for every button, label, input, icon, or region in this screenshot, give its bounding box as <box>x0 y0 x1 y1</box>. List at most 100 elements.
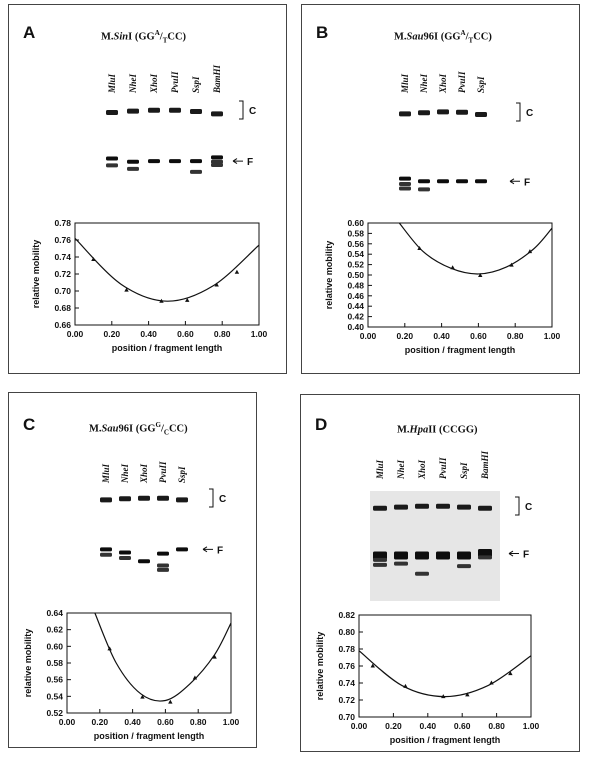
y-tick-label: 0.56 <box>347 239 364 249</box>
fit-curve <box>75 237 259 302</box>
x-tick-label: 0.40 <box>433 331 450 341</box>
y-tick-label: 0.42 <box>347 312 364 322</box>
gel-image: MluI NheI XhoI PvuII SspI BamHI C F <box>106 64 256 174</box>
x-axis-label: position / fragment length <box>94 731 205 741</box>
lane-label: SspI <box>476 76 486 93</box>
lane-label: SspI <box>177 466 187 483</box>
lane-label: MluI <box>400 73 410 94</box>
lane-label: MluI <box>107 73 117 94</box>
lane-label: BamHI <box>212 64 222 94</box>
free-band <box>157 551 169 556</box>
free-band <box>373 551 387 560</box>
complex-band <box>138 495 150 501</box>
y-tick-label: 0.78 <box>54 218 71 228</box>
panel-letter: C <box>23 415 36 434</box>
y-tick-label: 0.70 <box>338 712 355 722</box>
lane-label: PvuII <box>438 457 448 479</box>
x-tick-label: 1.00 <box>523 721 540 731</box>
data-point <box>417 245 422 250</box>
x-tick-label: 0.60 <box>177 329 194 339</box>
lane-label: SspI <box>191 76 201 93</box>
complex-bracket <box>515 496 520 516</box>
x-tick-label: 0.20 <box>104 329 121 339</box>
free-band <box>373 557 387 562</box>
free-band <box>415 551 429 560</box>
lane-label: PvuII <box>457 71 467 93</box>
complex-band <box>475 111 487 117</box>
y-tick-label: 0.64 <box>46 608 63 618</box>
complex-band <box>176 497 188 503</box>
complex-band <box>157 495 169 501</box>
y-tick-label: 0.54 <box>347 249 364 259</box>
free-band <box>211 159 223 164</box>
free-band <box>456 179 468 184</box>
y-tick-label: 0.72 <box>54 269 71 279</box>
complex-band <box>415 503 429 509</box>
x-tick-label: 1.00 <box>544 331 561 341</box>
plot-frame <box>74 222 260 326</box>
complex-label: C <box>219 494 226 505</box>
fit-curve <box>398 223 552 275</box>
y-tick-label: 0.60 <box>347 218 364 228</box>
lane-label: XhoI <box>139 463 149 484</box>
complex-band <box>127 108 139 114</box>
panel-title: M.SinI (GGA/TCC) <box>101 29 187 45</box>
y-tick-label: 0.56 <box>46 675 63 685</box>
free-band <box>157 563 169 568</box>
lane-label: PvuII <box>170 71 180 93</box>
y-tick-label: 0.74 <box>54 252 71 262</box>
x-tick-label: 1.00 <box>223 717 240 727</box>
figure-panel-b: B M.Sau96I (GGA/TCC) MluI NheI XhoI PvuII Ss… <box>301 4 580 374</box>
complex-band <box>100 497 112 503</box>
gel-image: MluI NheI XhoI PvuII SspI C F <box>100 461 226 572</box>
plot-frame <box>367 222 553 328</box>
complex-band <box>418 110 430 116</box>
free-band <box>100 552 112 557</box>
free-band <box>211 155 223 160</box>
plot-frame <box>358 614 532 718</box>
data-point <box>403 683 408 688</box>
figure-panel-d: D M.HpaII (CCGG) MluI NheI XhoI PvuII SspI Ba… <box>300 394 580 752</box>
data-point <box>450 265 455 270</box>
data-point <box>140 694 145 699</box>
free-band <box>127 166 139 171</box>
fit-curve <box>94 613 231 702</box>
y-tick-label: 0.82 <box>338 610 355 620</box>
y-tick-label: 0.80 <box>338 627 355 637</box>
data-point <box>185 297 190 302</box>
y-tick-label: 0.40 <box>347 322 364 332</box>
y-tick-label: 0.58 <box>46 658 63 668</box>
complex-bracket <box>239 100 244 120</box>
complex-band <box>457 504 471 510</box>
free-band <box>399 186 411 191</box>
x-tick-label: 0.60 <box>454 721 471 731</box>
x-tick-label: 0.60 <box>157 717 174 727</box>
free-band <box>457 551 471 560</box>
lane-label: MluI <box>375 459 385 480</box>
y-tick-label: 0.54 <box>46 691 63 701</box>
complex-band <box>394 504 408 510</box>
panel-letter: D <box>315 415 328 434</box>
x-tick-label: 0.00 <box>59 717 76 727</box>
data-point <box>234 269 240 274</box>
data-point <box>508 671 513 676</box>
free-band <box>475 179 487 184</box>
mobility-chart: 0.00 0.20 0.40 0.60 0.80 1.00 0.52 0.54 0.56 0.58… <box>23 608 240 741</box>
lane-label: NheI <box>128 74 138 94</box>
y-tick-label: 0.58 <box>347 228 364 238</box>
free-band <box>418 179 430 184</box>
data-point <box>489 680 494 685</box>
y-tick-label: 0.78 <box>338 644 355 654</box>
mobility-chart: 0.00 0.20 0.40 0.60 0.80 1.000.400.420.440.46… <box>324 218 561 355</box>
y-tick-label: 0.72 <box>338 695 355 705</box>
data-point <box>478 273 483 278</box>
y-axis-label: relative mobility <box>315 632 325 701</box>
free-band <box>394 551 408 560</box>
free-label: F <box>247 157 253 168</box>
free-band <box>157 567 169 572</box>
free-band <box>119 550 131 555</box>
figure-panel-c: C M.Sau96I (GGG/CCC) MluI NheI XhoI PvuII Ss… <box>8 392 257 748</box>
lane-label: XhoI <box>149 73 159 94</box>
figure-panel-a: A M.SinI (GGA/TCC) MluI NheI XhoI PvuII SspI… <box>8 4 287 374</box>
x-tick-label: 0.40 <box>140 329 157 339</box>
